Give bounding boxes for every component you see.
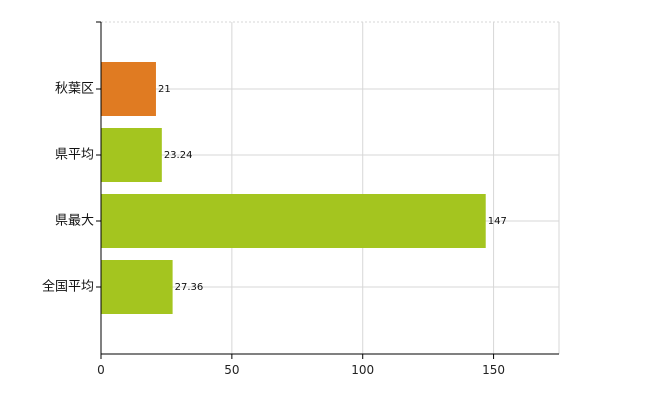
category-label-0: 秋葉区 [55,82,94,97]
category-label-1: 県平均 [55,148,94,163]
x-tick-label-1: 50 [224,363,239,377]
bar-3 [101,260,173,314]
x-tick-label-3: 150 [482,363,505,377]
data-label-2: 147 [488,216,507,227]
category-label-2: 県最大 [55,214,94,229]
bar-2 [101,194,486,248]
data-label-0: 21 [158,84,171,95]
bar-layer [101,62,486,314]
data-label-3: 27.36 [175,282,204,293]
data-label-1: 23.24 [164,150,193,161]
category-label-3: 全国平均 [42,279,94,295]
bar-0 [101,62,156,116]
x-tick-label-0: 0 [97,363,105,377]
axis-layer [96,21,559,359]
bar-1 [101,128,162,182]
x-tick-label-2: 100 [351,363,374,377]
